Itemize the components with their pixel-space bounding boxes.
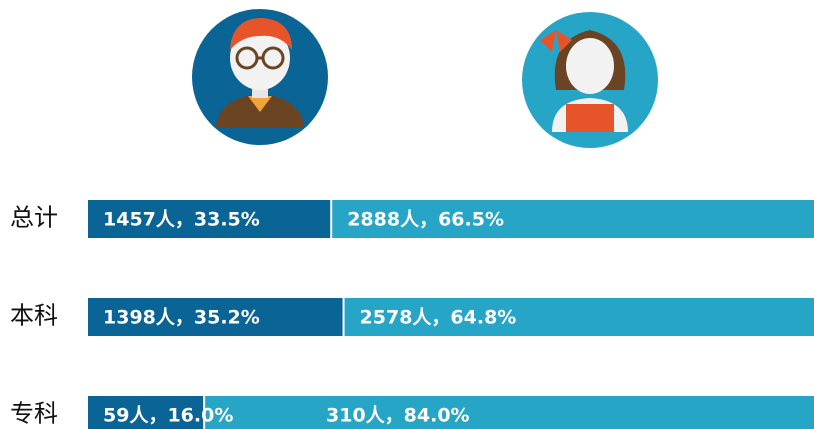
- value-label: 1457人，33.5%: [103, 209, 260, 231]
- bar-segment: [88, 200, 332, 238]
- value-label: 1398人，35.2%: [103, 307, 260, 329]
- value-label: 2888人，66.5%: [347, 209, 504, 231]
- value-label: 310人，84.0%: [326, 405, 470, 427]
- value-label: 59人，16.0%: [103, 405, 233, 427]
- bar-segment: [88, 298, 344, 336]
- category-label: 专科: [10, 401, 58, 428]
- female-icon: [522, 12, 658, 148]
- value-label: 2578人，64.8%: [360, 307, 517, 329]
- category-label: 本科: [10, 303, 58, 330]
- bar-segment: [331, 200, 814, 238]
- category-label: 总计: [10, 205, 58, 232]
- bar-segment: [204, 396, 814, 429]
- bar-segment: [343, 298, 814, 336]
- male-icon: [192, 9, 328, 145]
- bar-segment: [88, 396, 205, 429]
